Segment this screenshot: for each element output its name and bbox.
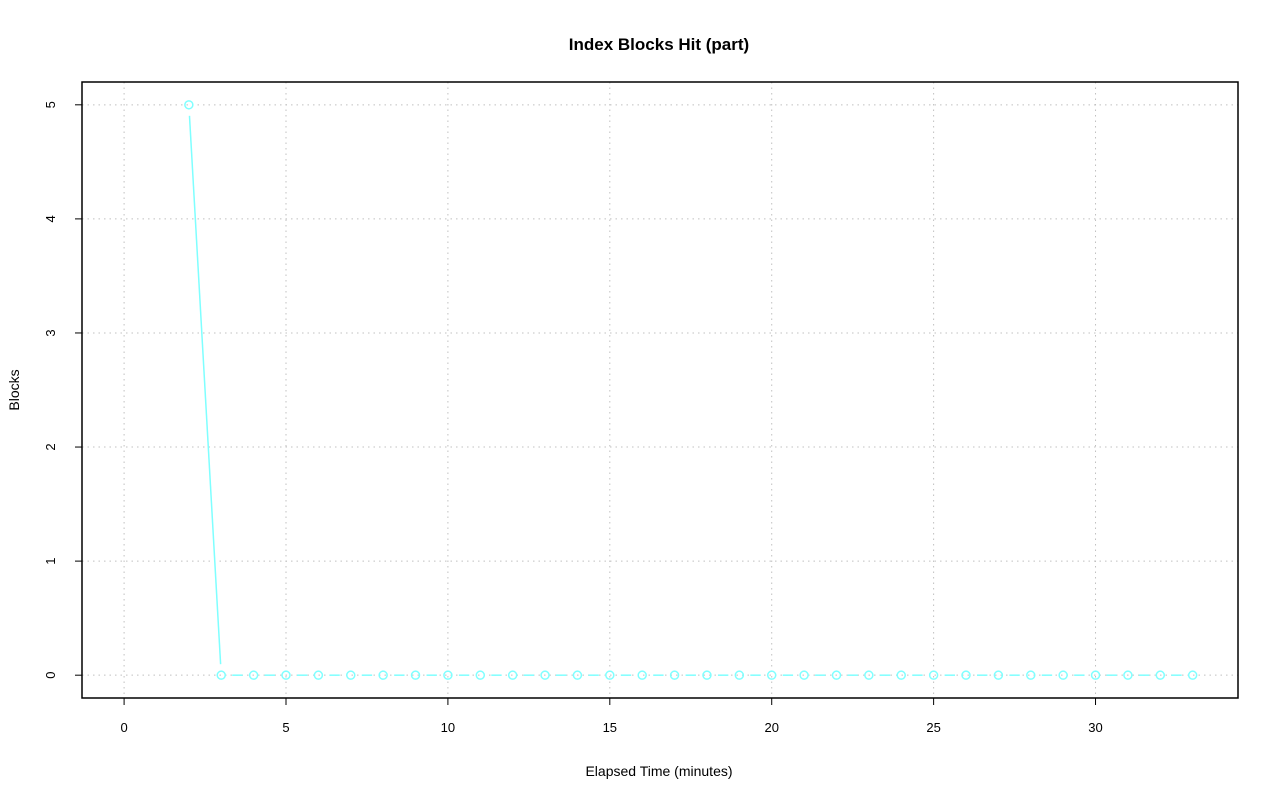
- x-axis: 0 5 10 15 20 25 30: [120, 697, 1103, 735]
- data-point: [896, 670, 906, 680]
- data-point: [1090, 670, 1101, 680]
- data-point: [281, 670, 291, 680]
- grid: [82, 82, 1238, 698]
- data-point: [346, 670, 356, 680]
- data-point: [669, 670, 680, 680]
- chart-title: Index Blocks Hit (part): [569, 35, 749, 54]
- data-point: [1058, 670, 1068, 680]
- data-point: [799, 670, 809, 680]
- y-tick-label: 2: [43, 443, 58, 450]
- y-tick-label: 4: [43, 215, 58, 222]
- data-point: [1187, 670, 1198, 680]
- data-point: [928, 670, 939, 680]
- plot-frame: [81, 81, 1239, 699]
- data-point: [443, 670, 453, 680]
- y-tick-label: 1: [43, 557, 58, 564]
- x-tick-label: 0: [120, 720, 127, 735]
- x-tick-label: 5: [282, 720, 289, 735]
- data-point: [702, 670, 712, 680]
- y-axis: 0 1 2 3 4 5: [43, 101, 83, 679]
- data-point: [540, 670, 550, 680]
- y-tick-label: 0: [43, 672, 58, 679]
- data-point: [184, 100, 194, 110]
- data-point: [216, 670, 226, 680]
- data-point: [605, 670, 615, 680]
- y-tick-label: 5: [43, 101, 58, 108]
- x-axis-label: Elapsed Time (minutes): [585, 763, 732, 779]
- x-tick-label: 30: [1088, 720, 1102, 735]
- x-tick-label: 20: [764, 720, 778, 735]
- series-segment: [188, 115, 222, 665]
- data-point: [961, 670, 971, 680]
- x-tick-label: 15: [603, 720, 617, 735]
- data-point: [766, 670, 777, 680]
- data-point: [993, 670, 1004, 680]
- data-point: [831, 670, 842, 680]
- data-point: [1155, 670, 1166, 680]
- data-point: [1123, 670, 1133, 680]
- data-point: [410, 670, 421, 680]
- y-tick-label: 3: [43, 329, 58, 336]
- y-axis-label: Blocks: [6, 369, 22, 410]
- data-point: [734, 670, 745, 680]
- data-point: [475, 670, 486, 680]
- data-point: [637, 670, 647, 680]
- series-layer: [184, 100, 1198, 680]
- x-tick-label: 10: [441, 720, 455, 735]
- data-point: [313, 670, 324, 680]
- x-tick-label: 25: [926, 720, 940, 735]
- data-point: [507, 670, 518, 680]
- data-point: [378, 670, 388, 680]
- data-point: [572, 670, 583, 680]
- data-point: [248, 670, 259, 680]
- data-point: [1026, 670, 1036, 680]
- data-point: [864, 670, 874, 680]
